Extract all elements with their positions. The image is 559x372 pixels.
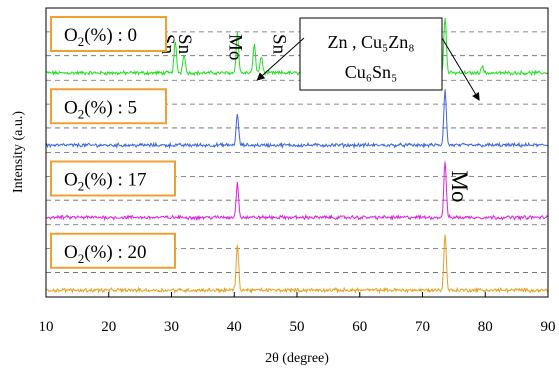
x-tick-label: 50 — [290, 319, 305, 335]
x-axis-ticks: 10 20 30 40 50 60 70 80 90 — [39, 292, 556, 335]
x-tick-label: 20 — [101, 319, 116, 335]
callout-box — [299, 17, 443, 91]
callout-arrow — [441, 37, 480, 101]
series-label-4: O2(%) : 20 — [50, 232, 176, 269]
series-label-3: O2(%) : 17 — [50, 160, 176, 197]
callout-arrow — [256, 37, 305, 81]
y-axis-title: Intensity (a.u.) — [11, 111, 26, 193]
callout-line-1: Zn , Cu₅Zn₈ — [327, 32, 414, 52]
legend-frame — [50, 16, 167, 52]
peak-label-sn: Sn — [174, 34, 195, 55]
legend-frame — [50, 88, 167, 125]
spectrum-line-2 — [45, 89, 548, 150]
series-labels: O2(%) : 0 O2(%) : 5 O2(%) : 17 O2(%) : 20 — [50, 16, 176, 269]
peak-label-mo: Mo — [447, 171, 472, 203]
spectrum-line-1 — [45, 17, 548, 77]
spectra — [45, 17, 548, 295]
x-tick-label: 40 — [227, 319, 242, 335]
peak-label-mo: Mo — [224, 34, 245, 60]
peak-label-sn: Sn — [268, 34, 289, 55]
spectrum-line-4 — [45, 234, 548, 295]
legend-text: O2(%) : 17 — [64, 170, 147, 194]
spectrum-line-3 — [45, 161, 548, 222]
x-tick-label: 70 — [415, 319, 430, 335]
legend-text: O2(%) : 20 — [64, 242, 147, 266]
legend-frame — [50, 160, 176, 197]
series-label-2: O2(%) : 5 — [50, 88, 167, 125]
series-label-1: O2(%) : 0 — [50, 16, 167, 52]
x-tick-label: 30 — [164, 319, 179, 335]
legend-text: O2(%) : 5 — [64, 97, 137, 121]
x-tick-label: 60 — [352, 319, 367, 335]
phase-callout: Zn , Cu₅Zn₈ Cu₆Sn₅ — [256, 17, 480, 101]
legend-frame — [50, 232, 176, 269]
callout-line-2: Cu₆Sn₅ — [345, 62, 398, 82]
x-tick-label: 90 — [541, 319, 556, 335]
x-tick-label: 80 — [478, 319, 493, 335]
x-tick-label: 10 — [39, 319, 54, 335]
x-axis-title: 2θ (degree) — [265, 351, 329, 366]
legend-text: O2(%) : 0 — [64, 25, 137, 49]
